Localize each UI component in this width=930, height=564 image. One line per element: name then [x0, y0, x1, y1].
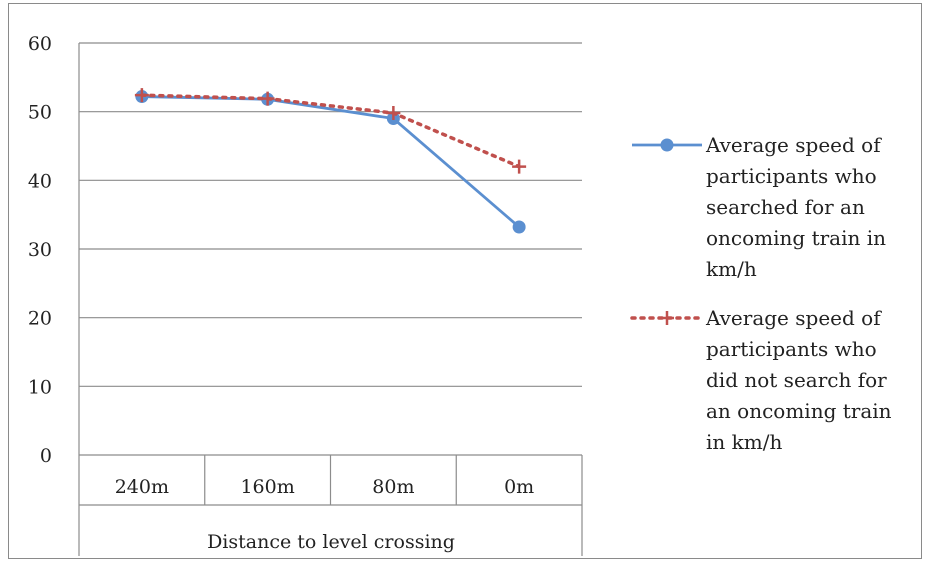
- legend: Average speed of participants who searched…: [630, 133, 892, 454]
- data-point-marker: [134, 88, 149, 103]
- y-tick-label: 60: [28, 33, 52, 55]
- data-point-marker: [512, 159, 527, 174]
- legend-entry-2: Average speed of participants who did not …: [630, 306, 892, 454]
- series-lines: [134, 88, 527, 234]
- x-tick-label: 80m: [372, 476, 414, 498]
- y-tick-label: 20: [28, 308, 52, 330]
- legend-entry-1: Average speed of participants who searched…: [632, 133, 886, 281]
- data-point-marker: [386, 106, 401, 121]
- series-2: [134, 88, 527, 174]
- y-tick-label: 30: [28, 239, 52, 261]
- data-point-marker: [512, 220, 526, 234]
- x-axis-title: Distance to level crossing: [207, 531, 455, 553]
- x-tick-label: 0m: [504, 476, 534, 498]
- y-axis-tick-labels: 0 10 20 30 40 50 60: [28, 33, 52, 467]
- y-tick-label: 50: [28, 102, 52, 124]
- data-point-marker: [660, 311, 674, 325]
- legend-label: Average speed of participants who searched…: [705, 133, 886, 281]
- gridlines: [79, 42, 582, 456]
- series-line: [140, 93, 521, 169]
- x-tick-label: 240m: [115, 476, 169, 498]
- data-point-marker: [660, 138, 674, 152]
- y-tick-label: 40: [28, 170, 52, 192]
- x-axis: 240m 160m 80m 0m: [78, 43, 583, 556]
- series-line: [141, 95, 521, 229]
- y-tick-label: 10: [28, 376, 52, 398]
- y-tick-label: 0: [40, 445, 52, 467]
- x-tick-label: 160m: [240, 476, 294, 498]
- legend-label: Average speed of participants who did not …: [705, 306, 892, 454]
- data-point-marker: [260, 91, 275, 106]
